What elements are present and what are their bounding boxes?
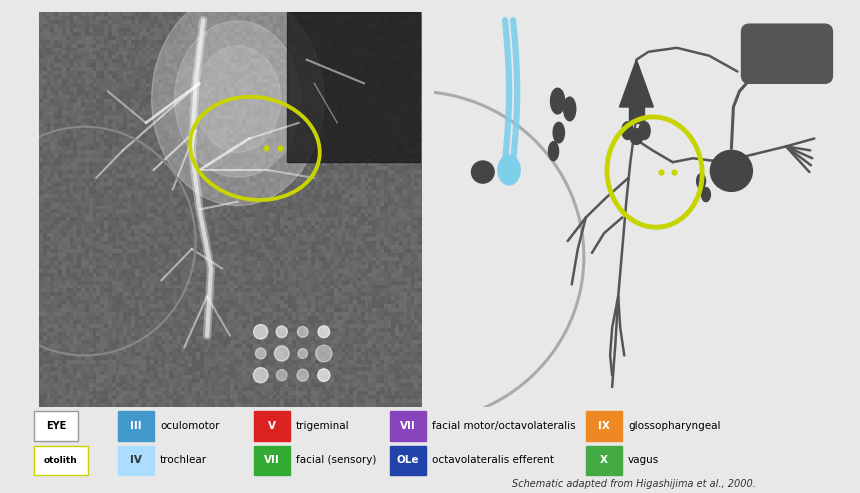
- Bar: [390, 446, 426, 475]
- Ellipse shape: [702, 187, 710, 202]
- Text: oculomotor: oculomotor: [160, 421, 219, 431]
- Circle shape: [297, 369, 309, 381]
- Ellipse shape: [151, 0, 324, 206]
- Text: IV: IV: [130, 455, 142, 465]
- Ellipse shape: [697, 174, 705, 189]
- Bar: [34, 411, 77, 441]
- Bar: [630, 105, 643, 123]
- Text: otolith: otolith: [44, 456, 78, 465]
- Ellipse shape: [563, 97, 576, 121]
- Polygon shape: [619, 60, 654, 107]
- Circle shape: [255, 348, 266, 359]
- Text: facial motor/octavolateralis: facial motor/octavolateralis: [432, 421, 575, 431]
- Bar: [34, 446, 89, 475]
- Bar: [287, 12, 421, 162]
- Ellipse shape: [175, 21, 301, 177]
- Text: facial (sensory): facial (sensory): [296, 455, 377, 465]
- Circle shape: [298, 326, 308, 337]
- Circle shape: [274, 346, 289, 361]
- Ellipse shape: [498, 155, 520, 185]
- Circle shape: [254, 324, 267, 339]
- Ellipse shape: [622, 122, 633, 140]
- Text: glossopharyngeal: glossopharyngeal: [628, 421, 721, 431]
- Text: X: X: [599, 455, 608, 465]
- Circle shape: [317, 369, 330, 382]
- Bar: [586, 446, 622, 475]
- Text: VII: VII: [264, 455, 280, 465]
- Circle shape: [318, 326, 329, 338]
- Bar: [586, 411, 622, 441]
- Circle shape: [471, 161, 494, 183]
- Circle shape: [710, 150, 752, 191]
- Circle shape: [254, 368, 268, 383]
- Ellipse shape: [194, 46, 280, 152]
- Text: Schematic adapted from Higashijima et al., 2000.: Schematic adapted from Higashijima et al…: [512, 479, 756, 489]
- Bar: [118, 411, 154, 441]
- Bar: [254, 411, 290, 441]
- Ellipse shape: [549, 141, 559, 161]
- Text: octavolateralis efferent: octavolateralis efferent: [432, 455, 554, 465]
- Circle shape: [276, 326, 287, 338]
- Bar: [254, 446, 290, 475]
- Text: III: III: [130, 421, 142, 431]
- Text: VII: VII: [400, 421, 415, 431]
- Ellipse shape: [550, 88, 565, 114]
- FancyBboxPatch shape: [741, 24, 832, 83]
- Circle shape: [316, 345, 332, 362]
- Ellipse shape: [639, 122, 650, 140]
- Text: V: V: [267, 421, 276, 431]
- Text: EYE: EYE: [46, 421, 66, 431]
- Bar: [118, 446, 154, 475]
- Text: OLe: OLe: [396, 455, 419, 465]
- Text: trochlear: trochlear: [160, 455, 207, 465]
- Ellipse shape: [553, 122, 564, 143]
- Text: IX: IX: [598, 421, 610, 431]
- Circle shape: [298, 349, 308, 358]
- Circle shape: [276, 370, 287, 381]
- Bar: [390, 411, 426, 441]
- Ellipse shape: [630, 129, 643, 144]
- Text: trigeminal: trigeminal: [296, 421, 350, 431]
- Text: vagus: vagus: [628, 455, 660, 465]
